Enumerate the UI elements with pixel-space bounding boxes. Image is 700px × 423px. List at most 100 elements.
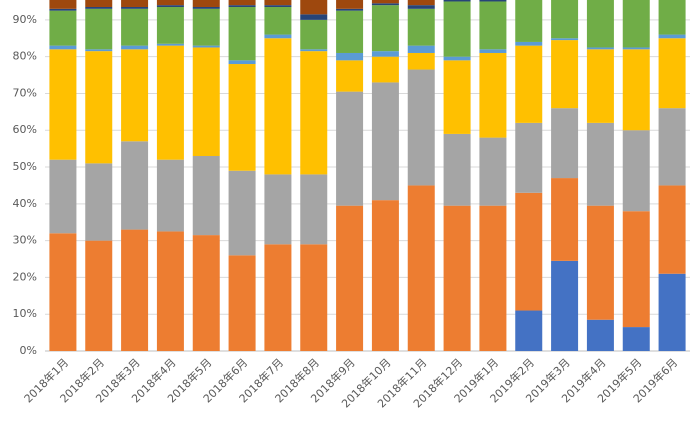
bar-segment xyxy=(300,49,328,52)
bar-segment xyxy=(622,47,650,50)
bar-segment xyxy=(85,240,113,351)
bar-segment xyxy=(49,49,77,160)
bar-segment xyxy=(658,108,686,186)
bar-segment xyxy=(156,6,184,44)
y-tick-label: 30% xyxy=(13,234,37,247)
bar-segment xyxy=(264,6,292,35)
bar-segment xyxy=(371,56,399,83)
bar-segment xyxy=(85,6,113,9)
bar-segment xyxy=(443,133,471,206)
bar-segment xyxy=(479,0,507,2)
bar-segment xyxy=(192,8,220,46)
bar-segment xyxy=(443,0,471,2)
bar-segment xyxy=(192,6,220,9)
bar-segment xyxy=(658,185,686,274)
bar-segment xyxy=(586,0,614,48)
bar-segment xyxy=(121,45,149,50)
bar-segment xyxy=(515,41,543,46)
bar-segment xyxy=(156,43,184,46)
bar-segment xyxy=(228,64,256,171)
bar-segment xyxy=(622,49,650,131)
bar-segment xyxy=(551,38,579,41)
bar-segment xyxy=(622,211,650,328)
bar-segment xyxy=(407,52,435,70)
bar-segment xyxy=(551,0,579,39)
bar-segment xyxy=(49,233,77,351)
bar-segment xyxy=(371,3,399,6)
bar-segment xyxy=(515,310,543,351)
bar-segment xyxy=(85,49,113,52)
bar-segment xyxy=(228,60,256,65)
bar-segment xyxy=(622,327,650,351)
bar-segment xyxy=(192,235,220,351)
bar-segment xyxy=(85,0,113,7)
bar-segment xyxy=(156,45,184,160)
bar-segment xyxy=(479,49,507,53)
bar-segment xyxy=(551,178,579,261)
bar-segment xyxy=(586,319,614,351)
bar-segment xyxy=(336,205,364,351)
bar-segment xyxy=(622,0,650,48)
y-tick-label: 60% xyxy=(13,123,37,136)
bar-segment xyxy=(228,6,256,61)
bar-segment xyxy=(622,130,650,212)
bar-segment xyxy=(407,185,435,351)
bar-segment xyxy=(264,0,292,6)
bar-segment xyxy=(407,8,435,46)
bar-segment xyxy=(371,200,399,351)
bar-segment xyxy=(156,0,184,6)
bar-segment xyxy=(515,0,543,42)
bar-segment xyxy=(443,60,471,134)
bar-segment xyxy=(156,231,184,351)
bar-segment xyxy=(586,122,614,206)
bar-segment xyxy=(371,0,399,4)
bar-segment xyxy=(407,0,435,6)
bar-segment xyxy=(336,10,364,53)
bar-segment xyxy=(658,34,686,39)
bar-segment xyxy=(300,51,328,175)
bar-segment xyxy=(264,244,292,351)
bar-segment xyxy=(479,137,507,206)
bar-segment xyxy=(586,47,614,50)
bar-segment xyxy=(443,56,471,61)
grid xyxy=(45,19,690,352)
bar-segment xyxy=(336,52,364,61)
bar-segment xyxy=(443,1,471,57)
bar-segment xyxy=(121,49,149,142)
bar-segment xyxy=(407,69,435,186)
bar-segment xyxy=(479,52,507,138)
bar-segment xyxy=(264,38,292,175)
bar-segment xyxy=(300,19,328,50)
bar-segment xyxy=(515,45,543,123)
bar-segment xyxy=(371,82,399,201)
bar-segment xyxy=(192,156,220,236)
bar-segment xyxy=(192,45,220,48)
bar-segment xyxy=(228,5,256,7)
bar-segment xyxy=(156,5,184,7)
bar-segment xyxy=(49,8,77,11)
bars xyxy=(49,0,686,351)
bar-segment xyxy=(551,260,579,351)
bar-segment xyxy=(264,5,292,7)
bar-segment xyxy=(407,45,435,53)
bar-segment xyxy=(300,14,328,20)
bar-segment xyxy=(85,163,113,241)
bar-segment xyxy=(586,49,614,123)
y-tick-label: 40% xyxy=(13,197,37,210)
bar-segment xyxy=(407,5,435,9)
bar-segment xyxy=(479,1,507,50)
y-tick-label: 20% xyxy=(13,270,37,283)
y-tick-label: 0% xyxy=(20,344,37,357)
bar-segment xyxy=(264,174,292,245)
bar-segment xyxy=(49,10,77,46)
bar-segment xyxy=(658,38,686,109)
bar-segment xyxy=(85,8,113,50)
bar-segment xyxy=(515,192,543,311)
bar-segment xyxy=(121,6,149,9)
bar-segment xyxy=(49,159,77,234)
bar-segment xyxy=(658,0,686,35)
bar-segment xyxy=(192,0,220,7)
bar-segment xyxy=(300,0,328,15)
y-tick-label: 10% xyxy=(13,307,37,320)
